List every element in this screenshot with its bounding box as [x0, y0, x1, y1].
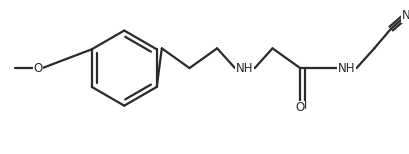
Text: O: O — [34, 62, 43, 75]
Text: NH: NH — [236, 62, 253, 75]
Text: NH: NH — [337, 62, 355, 75]
Text: N: N — [400, 9, 409, 22]
Text: O: O — [295, 101, 304, 114]
